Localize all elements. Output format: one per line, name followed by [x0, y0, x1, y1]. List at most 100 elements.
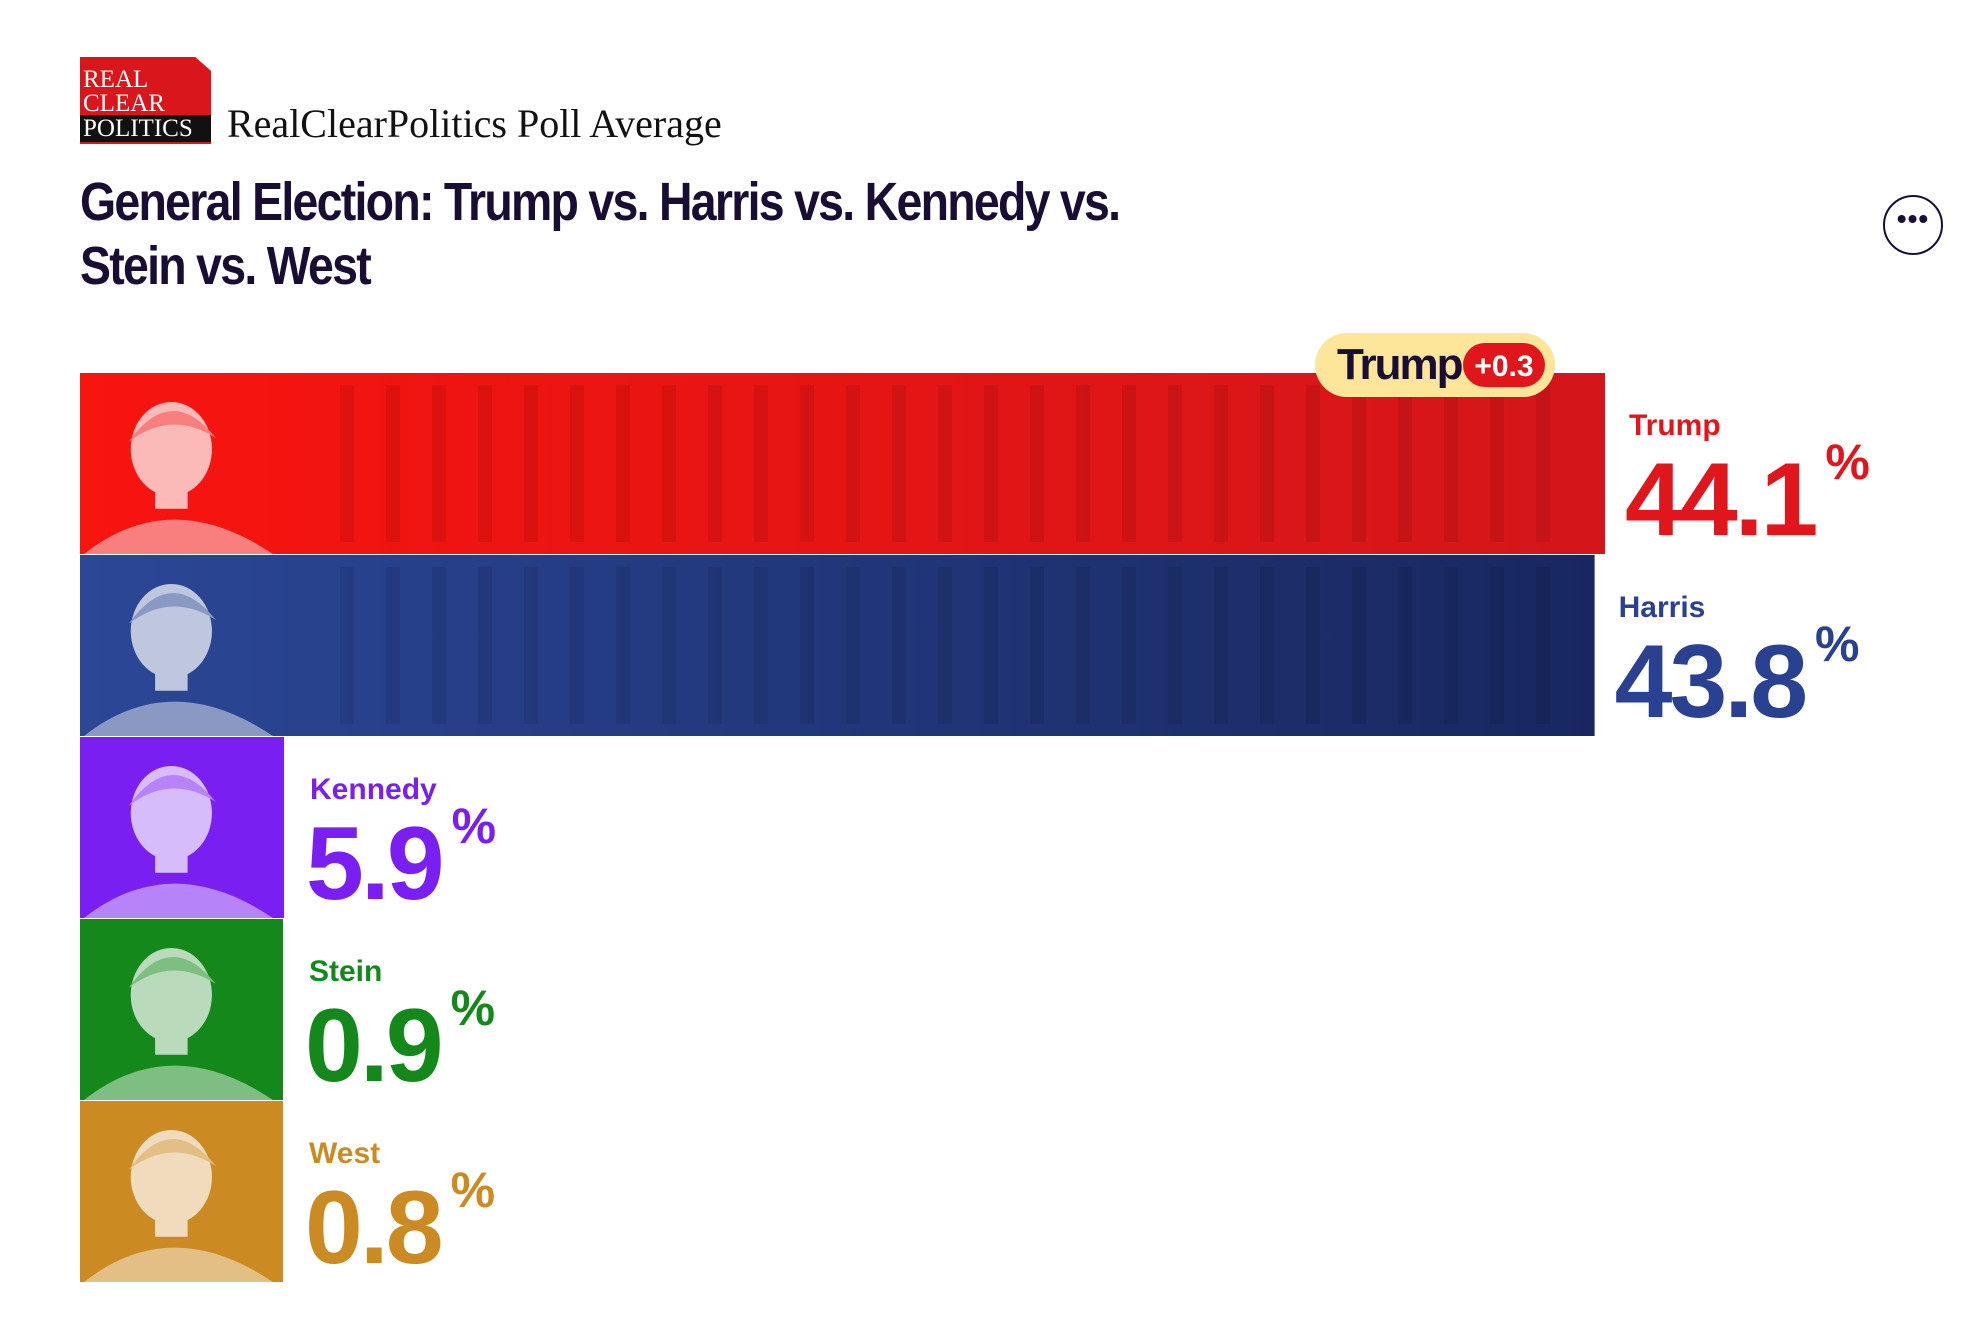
bar-texture-stripe	[1076, 567, 1090, 724]
bar-texture-trump	[340, 385, 1550, 542]
bar-texture-stripe	[570, 385, 584, 542]
bar-texture-stripe	[984, 567, 998, 724]
bar-texture-stripe	[846, 567, 860, 724]
bar-texture-stripe	[846, 385, 860, 542]
bar-texture-stripe	[524, 385, 538, 542]
chart-title: General Election: Trump vs. Harris vs. K…	[80, 172, 1121, 296]
bar-texture-stripe	[524, 567, 538, 724]
portrait-hair	[128, 592, 217, 624]
bar-texture-stripe	[386, 385, 400, 542]
candidate-portrait-stein	[84, 947, 273, 1100]
label-unit-kennedy: %	[452, 798, 496, 854]
brand-title: RealClearPolitics Poll Average	[227, 101, 722, 146]
bar-texture-stripe	[340, 567, 354, 724]
more-options-button[interactable]: •••	[1883, 195, 1943, 255]
bar-texture-stripe	[892, 385, 906, 542]
label-value-kennedy: 5.9	[306, 806, 442, 922]
leader-badge: Trump +0.3	[1315, 333, 1555, 397]
label-name-kennedy: Kennedy	[310, 773, 437, 806]
bar-texture-stripe	[1168, 567, 1182, 724]
leader-badge-name: Trump	[1337, 340, 1463, 389]
bar-texture-stripe	[1260, 385, 1274, 542]
label-name-harris: Harris	[1619, 591, 1706, 624]
bar-texture-stripe	[432, 567, 446, 724]
portrait-shoulders	[84, 701, 273, 736]
bar-texture-stripe	[1214, 567, 1228, 724]
label-value-trump: 44.1	[1625, 442, 1816, 558]
bar-texture-stripe	[1352, 385, 1366, 542]
bar-trump	[80, 373, 1605, 554]
bar-texture-stripe	[616, 567, 630, 724]
label-unit-harris: %	[1815, 616, 1859, 672]
leader-badge-margin-pill	[1463, 343, 1545, 387]
bar-texture-stripe	[616, 385, 630, 542]
bar-texture-stripe	[754, 567, 768, 724]
bar-texture-harris	[340, 567, 1550, 724]
bar-texture-stripe	[1398, 567, 1412, 724]
bar-texture-stripe	[1030, 567, 1044, 724]
label-name-trump: Trump	[1629, 409, 1721, 442]
label-name-stein: Stein	[309, 955, 382, 988]
label-value-west: 0.8	[305, 1170, 441, 1286]
portrait-hair	[128, 1138, 217, 1170]
bar-texture-stripe	[708, 385, 722, 542]
bar-texture-stripe	[708, 567, 722, 724]
candidate-portrait-trump	[84, 401, 273, 554]
bar-texture-stripe	[1122, 567, 1136, 724]
label-unit-stein: %	[451, 980, 495, 1036]
bar-texture-stripe	[938, 567, 952, 724]
rcp-logo: REAL CLEAR POLITICS	[80, 57, 211, 144]
portrait-hair	[128, 774, 217, 806]
bar-texture-stripe	[570, 567, 584, 724]
label-value-harris: 43.8	[1615, 624, 1806, 740]
label-value-stein: 0.9	[305, 988, 441, 1104]
bar-texture-stripe	[1490, 385, 1504, 542]
logo-line-1: REAL	[83, 66, 149, 93]
candidate-portrait-harris	[84, 583, 273, 736]
portrait-hair	[128, 410, 217, 442]
bar-texture-stripe	[1444, 385, 1458, 542]
bar-texture-stripe	[892, 567, 906, 724]
label-unit-trump: %	[1825, 434, 1869, 490]
bar-texture-stripe	[1260, 567, 1274, 724]
bar-texture-stripe	[340, 385, 354, 542]
portrait-shoulders	[84, 1065, 273, 1100]
bar-texture-stripe	[478, 385, 492, 542]
bar-texture-stripe	[1122, 385, 1136, 542]
bar-texture-stripe	[1306, 385, 1320, 542]
bar-texture-stripe	[478, 567, 492, 724]
bar-texture-stripe	[1536, 385, 1550, 542]
bar-texture-stripe	[938, 385, 952, 542]
bar-texture-stripe	[386, 567, 400, 724]
label-unit-west: %	[451, 1162, 495, 1218]
ellipsis-icon: •••	[1896, 203, 1930, 234]
bar-texture-stripe	[800, 385, 814, 542]
bar-texture-stripe	[662, 385, 676, 542]
bar-harris	[80, 555, 1595, 736]
portrait-shoulders	[84, 519, 273, 554]
logo-line-2: CLEAR	[83, 90, 165, 117]
bar-texture-stripe	[1030, 385, 1044, 542]
label-name-west: West	[309, 1137, 380, 1170]
portrait-shoulders	[84, 1247, 273, 1282]
bar-texture-stripe	[754, 385, 768, 542]
portrait-hair	[128, 956, 217, 988]
bar-texture-stripe	[1168, 385, 1182, 542]
candidate-portrait-west	[84, 1129, 273, 1282]
bar-texture-stripe	[432, 385, 446, 542]
candidate-portrait-kennedy	[84, 765, 273, 918]
leader-badge-margin: +0.3	[1474, 350, 1533, 383]
bar-texture-stripe	[1076, 385, 1090, 542]
bar-texture-stripe	[1490, 567, 1504, 724]
bar-texture-stripe	[1536, 567, 1550, 724]
portrait-shoulders	[84, 883, 273, 918]
bar-texture-stripe	[1214, 385, 1228, 542]
bar-texture-stripe	[1306, 567, 1320, 724]
bar-texture-stripe	[1352, 567, 1366, 724]
bar-texture-stripe	[662, 567, 676, 724]
bar-texture-stripe	[800, 567, 814, 724]
bar-texture-stripe	[1398, 385, 1412, 542]
bar-texture-stripe	[984, 385, 998, 542]
logo-line-3: POLITICS	[80, 115, 211, 142]
